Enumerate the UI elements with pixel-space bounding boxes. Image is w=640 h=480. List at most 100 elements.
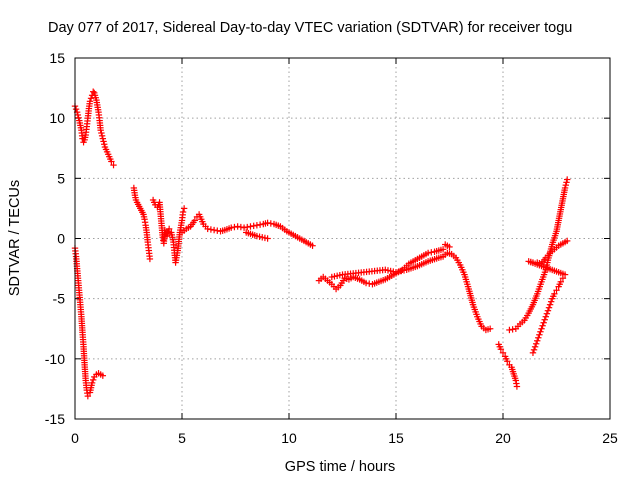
data-point (247, 223, 254, 230)
x-tick-label: 20 (495, 430, 511, 446)
data-point (535, 334, 542, 341)
data-point (540, 319, 547, 326)
data-point (551, 290, 558, 298)
data-point (545, 304, 553, 311)
data-point (439, 246, 447, 253)
x-tick-label: 0 (71, 430, 79, 446)
data-point (536, 331, 543, 338)
data-point (98, 132, 106, 140)
data-point (97, 127, 104, 134)
data-point (161, 226, 169, 234)
data-point (509, 326, 516, 333)
data-point (532, 340, 540, 347)
y-tick-label: -10 (45, 351, 65, 367)
grid (75, 58, 610, 419)
y-tick-label: 10 (49, 110, 65, 126)
x-tick-label: 15 (388, 430, 404, 446)
data-point (237, 223, 245, 231)
data-marks (71, 88, 571, 400)
data-point (191, 217, 199, 224)
data-point (534, 337, 541, 344)
data-point (504, 358, 511, 365)
data-point (513, 383, 521, 390)
data-point (240, 224, 248, 231)
y-tick-label: -5 (53, 291, 66, 307)
data-point (557, 278, 564, 286)
data-point (264, 219, 271, 227)
data-point (486, 325, 494, 332)
data-point (88, 379, 96, 387)
data-point (264, 235, 271, 242)
data-point (234, 223, 241, 230)
data-point (562, 181, 569, 189)
data-point (89, 88, 97, 95)
data-point (99, 135, 107, 142)
data-point (207, 226, 215, 233)
data-point (497, 346, 505, 353)
y-tick-label: 0 (57, 231, 65, 247)
axis-ticks: 0 5 10 15 20 25 -15 -10 -5 0 5 10 15 (45, 50, 618, 446)
data-point (547, 298, 555, 305)
data-point (529, 349, 537, 357)
data-point (75, 114, 82, 121)
data-point (99, 372, 107, 379)
data-point (214, 227, 221, 234)
data-point (563, 179, 570, 186)
data-point (537, 328, 544, 335)
data-point (231, 223, 238, 231)
data-point (541, 316, 548, 323)
data-point (250, 222, 257, 230)
data-point (98, 129, 105, 137)
x-tick-label: 5 (178, 430, 186, 446)
data-point (309, 242, 316, 249)
data-point (424, 249, 432, 257)
data-point (110, 161, 117, 169)
data-point (180, 205, 188, 212)
data-point (267, 220, 275, 227)
data-point (538, 325, 545, 332)
data-point (210, 226, 218, 234)
data-point (428, 249, 435, 256)
x-tick-label: 25 (602, 430, 618, 446)
data-point (228, 224, 235, 231)
data-point (101, 141, 108, 148)
data-point (366, 280, 373, 287)
data-point (553, 287, 560, 294)
data-point (256, 221, 264, 228)
y-tick-label: -15 (45, 411, 65, 427)
data-point (165, 225, 173, 233)
data-point (499, 349, 507, 357)
data-point (108, 158, 115, 165)
data-point (72, 105, 80, 113)
data-point (531, 343, 539, 350)
data-point (546, 301, 554, 308)
data-point (564, 237, 571, 245)
data-point (100, 138, 107, 145)
data-point (89, 376, 97, 384)
data-point (530, 346, 538, 354)
data-point (84, 392, 92, 400)
plot-frame (74, 57, 611, 420)
data-point (362, 279, 370, 287)
data-point (544, 307, 552, 314)
data-point (446, 243, 453, 251)
data-point (244, 223, 251, 231)
data-point (539, 322, 546, 329)
data-point (204, 225, 211, 233)
data-point (87, 95, 95, 102)
data-point (86, 98, 94, 105)
data-point (543, 310, 551, 317)
data-point (146, 255, 154, 263)
x-tick-label: 10 (281, 430, 297, 446)
data-point (253, 222, 261, 229)
y-axis-title: SDTVAR / TECUs (7, 180, 23, 296)
data-point (542, 313, 549, 320)
data-point (561, 184, 569, 192)
chart-title: Day 077 of 2017, Sidereal Day-to-day VTE… (48, 20, 572, 36)
data-point (74, 111, 82, 119)
data-point (506, 326, 513, 334)
data-point (179, 208, 187, 216)
x-axis-title: GPS time / hours (285, 459, 395, 475)
y-tick-label: 15 (49, 50, 65, 66)
